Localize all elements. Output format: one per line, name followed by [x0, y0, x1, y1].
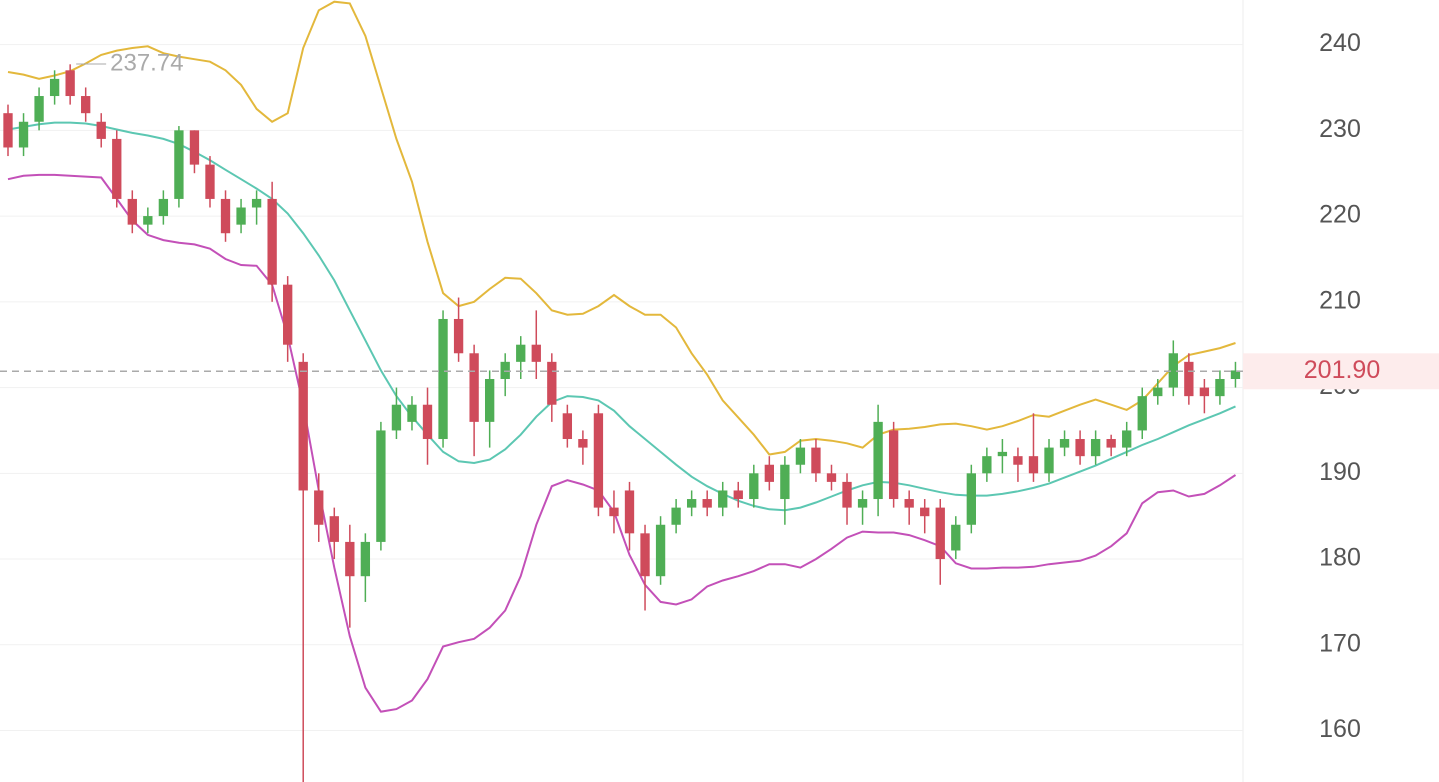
- candle-body: [951, 524, 961, 551]
- candle-body: [733, 490, 743, 500]
- candle-body: [1028, 456, 1039, 474]
- candle-body: [795, 447, 806, 465]
- candle-body: [547, 361, 557, 405]
- candle-body: [764, 464, 774, 482]
- candle-body: [112, 138, 122, 199]
- candle-body: [1090, 439, 1101, 457]
- candle-body: [1199, 387, 1210, 397]
- candle-body: [640, 533, 650, 577]
- candle-body: [826, 473, 837, 482]
- candle-body: [376, 430, 386, 542]
- candle-body: [49, 78, 60, 97]
- y-tick-label: 190: [1319, 458, 1361, 486]
- candle-body: [531, 344, 541, 362]
- candle-body: [578, 439, 588, 448]
- candle-body: [1168, 353, 1178, 388]
- candle-body: [205, 164, 215, 199]
- candle-body: [174, 130, 184, 199]
- candle-body: [516, 344, 526, 362]
- candle-body: [143, 216, 153, 225]
- y-tick-label: 240: [1319, 29, 1361, 57]
- candle-body: [329, 516, 339, 542]
- candle-body: [298, 361, 308, 491]
- last-price-label: 201.90: [1304, 356, 1380, 384]
- candle-body: [314, 490, 324, 525]
- candle-body: [391, 404, 402, 431]
- candle-body: [283, 284, 293, 345]
- candle-body: [236, 207, 246, 225]
- candle-body: [966, 473, 976, 525]
- candle-body: [904, 499, 914, 508]
- candle-body: [920, 507, 930, 517]
- candle-body: [422, 404, 433, 440]
- y-tick-label: 230: [1319, 115, 1361, 143]
- candle-body: [609, 507, 619, 517]
- candle-body: [220, 198, 231, 234]
- candle-body: [438, 318, 448, 440]
- band-line: [7, 0, 1236, 456]
- candle-body: [655, 524, 666, 577]
- candle-body: [127, 198, 137, 225]
- candle-body: [1137, 396, 1147, 431]
- candle-body: [811, 447, 821, 474]
- candle-body: [1106, 439, 1116, 448]
- candle-body: [65, 70, 75, 97]
- candle-body: [997, 451, 1008, 457]
- candle-body: [469, 353, 479, 422]
- y-tick-label: 220: [1319, 201, 1361, 229]
- candle-body: [780, 464, 790, 500]
- candle-body: [500, 361, 510, 379]
- candle-body: [686, 499, 697, 508]
- max-label: 237.74: [110, 49, 183, 76]
- candle-body: [562, 413, 573, 440]
- candle-body: [1230, 370, 1241, 379]
- y-tick-label: 160: [1319, 715, 1361, 743]
- candle-body: [485, 378, 495, 422]
- candle-body: [593, 413, 604, 508]
- y-tick-label: 170: [1319, 629, 1361, 657]
- candle-body: [873, 421, 883, 500]
- candle-body: [1044, 447, 1054, 474]
- candle-body: [251, 198, 262, 208]
- candle-body: [1215, 378, 1225, 397]
- candle-body: [857, 499, 868, 508]
- candle-body: [345, 541, 355, 577]
- candle-body: [453, 318, 464, 354]
- candle-body: [407, 404, 417, 422]
- last-price-box: [1243, 353, 1439, 390]
- candle-body: [1153, 387, 1163, 397]
- candle-body: [267, 198, 277, 285]
- candle-body: [34, 96, 44, 122]
- y-tick-label: 210: [1319, 286, 1361, 314]
- candle-body: [1059, 439, 1070, 448]
- candle-body: [624, 490, 635, 534]
- candle-body: [888, 430, 899, 500]
- candle-body: [1184, 361, 1194, 397]
- candle-body: [842, 481, 852, 508]
- candle-body: [360, 541, 371, 577]
- candle-body: [702, 499, 712, 508]
- candle-body: [1075, 439, 1085, 457]
- candle-body: [18, 121, 29, 148]
- candle-body: [189, 130, 200, 165]
- candle-body: [158, 198, 169, 217]
- band-line: [7, 173, 1237, 713]
- candle-body: [96, 121, 106, 139]
- candle-body: [81, 96, 91, 114]
- candle-body: [1122, 430, 1132, 448]
- candle-body: [3, 113, 13, 148]
- candle-body: [1013, 456, 1023, 465]
- candle-body: [982, 456, 992, 474]
- candle-body: [749, 473, 759, 500]
- band-line: [7, 121, 1236, 512]
- candle-body: [671, 507, 681, 525]
- candle-body: [718, 490, 728, 508]
- candle-body: [935, 507, 945, 560]
- y-tick-label: 180: [1319, 544, 1361, 572]
